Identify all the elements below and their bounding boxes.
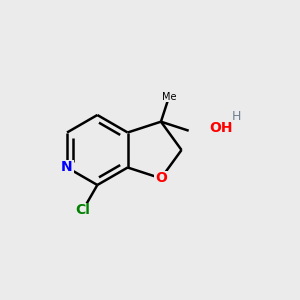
Text: O: O — [155, 171, 167, 185]
Text: OH: OH — [209, 121, 232, 135]
Text: Me: Me — [162, 92, 176, 102]
Text: Cl: Cl — [75, 203, 90, 217]
Text: N: N — [61, 160, 73, 175]
Text: H: H — [232, 110, 242, 123]
